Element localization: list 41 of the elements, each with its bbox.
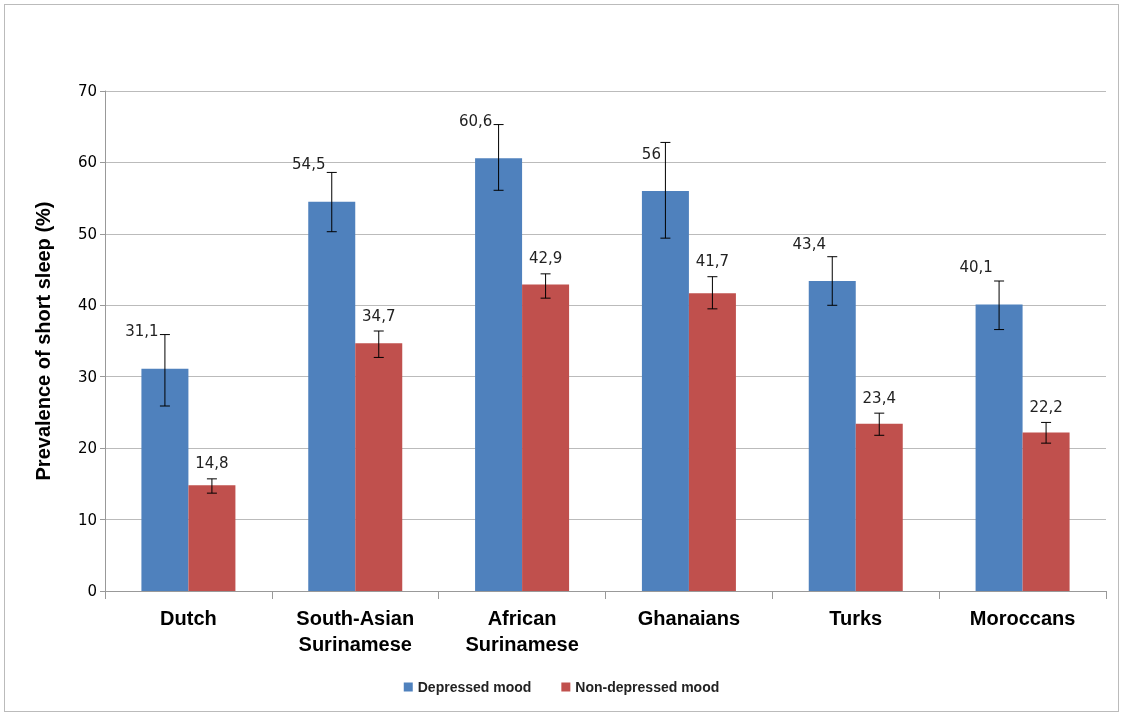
data-label: 31,1: [125, 322, 159, 341]
bar: [355, 343, 403, 591]
data-label: 23,4: [862, 388, 896, 407]
y-tick-label: 40: [77, 296, 97, 315]
x-tick-label: Dutch: [160, 607, 217, 629]
data-label: 40,1: [959, 258, 993, 277]
data-label: 22,2: [1029, 397, 1063, 416]
data-label: 60,6: [458, 111, 493, 130]
legend-label: Non-depressed mood: [575, 679, 720, 695]
y-tick-label: 20: [77, 439, 97, 458]
bar: [308, 201, 356, 591]
data-label: 43,4: [792, 234, 826, 253]
y-tick-label: 0: [87, 582, 97, 600]
bar: [522, 284, 570, 591]
y-tick-label: 60: [77, 153, 97, 172]
bar: [1022, 432, 1070, 591]
x-tick-label: Turks: [829, 607, 883, 629]
legend-label: Depressed mood: [417, 679, 532, 695]
bar: [808, 281, 856, 591]
bar: [688, 293, 736, 591]
bar: [641, 191, 689, 591]
x-tick-label: Ghanaians: [637, 607, 741, 629]
data-label: 34,7: [362, 306, 396, 325]
bar: [188, 485, 236, 591]
x-tick-label: Moroccans: [969, 607, 1076, 629]
y-tick-label: 70: [77, 82, 97, 100]
bar: [855, 423, 903, 591]
bar: [141, 368, 189, 591]
bar: [975, 304, 1023, 591]
y-tick-label: 50: [77, 224, 97, 243]
x-tick-label: South-Asian Surinamese: [296, 607, 415, 655]
data-label: 56: [641, 144, 661, 163]
y-tick-label: 10: [77, 510, 97, 529]
data-label: 42,9: [528, 249, 563, 268]
y-axis-title: Prevalence of short sleep (%): [32, 201, 54, 481]
data-label: 54,5: [292, 155, 326, 174]
y-tick-label: 30: [77, 367, 97, 386]
bar: [475, 158, 523, 591]
x-tick-label: African Surinamese: [465, 607, 579, 655]
data-label: 14,8: [195, 454, 229, 473]
data-label: 41,7: [695, 252, 730, 271]
